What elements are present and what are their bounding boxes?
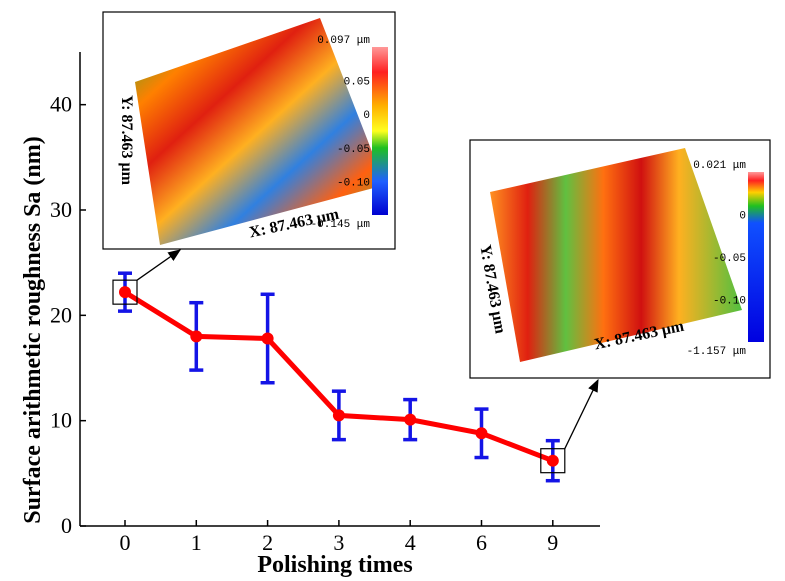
callout-arrow <box>565 380 598 449</box>
colorbar-label: -0.10 <box>713 296 746 308</box>
inset-y-label: Y: 87.463 μm <box>118 95 135 185</box>
data-point <box>547 455 559 467</box>
y-tick-label: 20 <box>50 302 72 327</box>
data-point <box>404 414 416 426</box>
x-tick-label: 6 <box>476 530 487 555</box>
inset: Y: 87.463 μm X: 87.463 μm 0.097 μm0.050-… <box>103 12 395 249</box>
colorbar-label: -1.157 μm <box>687 346 747 358</box>
y-axis-title: Surface arithmetic roughness Sa (nm) <box>20 136 46 524</box>
colorbar-label: -0.05 <box>337 144 370 156</box>
colorbar-label: -0.145 μm <box>311 219 371 231</box>
x-tick-label: 9 <box>547 530 558 555</box>
data-point <box>476 427 488 439</box>
colorbar-label: 0 <box>739 211 746 223</box>
data-point <box>333 409 345 421</box>
y-tick-label: 30 <box>50 197 72 222</box>
colorbar-label: 0.021 μm <box>693 160 746 172</box>
x-tick-label: 1 <box>191 530 202 555</box>
colorbar-label: -0.05 <box>713 253 746 265</box>
data-point <box>119 286 131 298</box>
x-tick-label: 0 <box>120 530 131 555</box>
chart: 0102030400123469 Polishing times Surface… <box>0 0 785 581</box>
callout-arrow <box>137 250 180 280</box>
colorbar-label: -0.10 <box>337 177 370 189</box>
data-point <box>190 330 202 342</box>
y-tick-label: 10 <box>50 408 72 433</box>
y-tick-label: 0 <box>61 513 72 538</box>
colorbar <box>372 47 388 215</box>
colorbar <box>748 172 764 342</box>
colorbar-label: 0.097 μm <box>317 35 370 47</box>
colorbar-label: 0 <box>363 110 370 122</box>
x-axis-title: Polishing times <box>257 552 412 578</box>
inset: Y: 87.463 μm X: 87.463 μm 0.021 μm0-0.05… <box>470 140 770 378</box>
y-tick-label: 40 <box>50 92 72 117</box>
colorbar-label: 0.05 <box>344 77 370 89</box>
data-point <box>262 333 274 345</box>
